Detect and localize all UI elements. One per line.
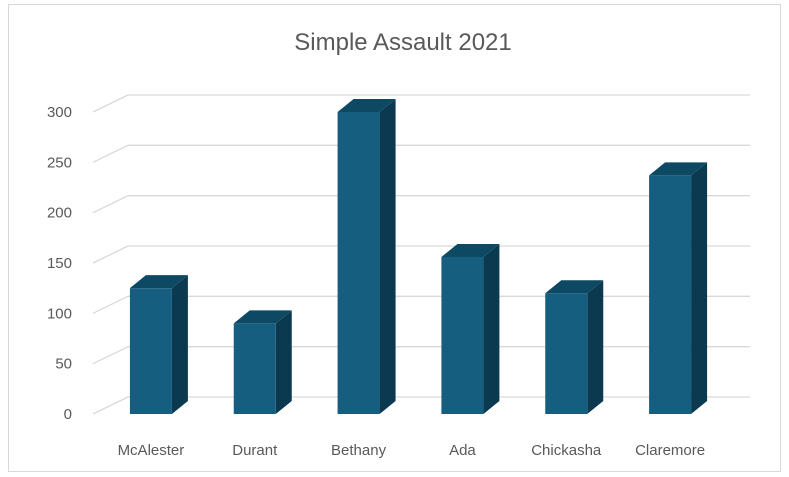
gridline-side-300 xyxy=(92,94,129,113)
bar-front-face xyxy=(337,112,380,414)
y-tick-label-150: 150 xyxy=(47,255,72,272)
gridline-side-250 xyxy=(92,144,129,163)
y-tick-label-100: 100 xyxy=(47,305,72,322)
x-category-label-ada: Ada xyxy=(449,442,476,459)
x-category-label-claremore: Claremore xyxy=(635,442,705,459)
bar-side-face xyxy=(483,243,500,414)
bar-front-face xyxy=(441,256,484,414)
chart-title: Simple Assault 2021 xyxy=(294,29,511,56)
bar-top-face xyxy=(233,310,292,324)
bar-ada xyxy=(441,243,500,414)
x-category-label-durant: Durant xyxy=(232,442,278,459)
bar-front-face xyxy=(649,175,692,414)
bar-front-face xyxy=(129,288,172,414)
bar-mcalester xyxy=(129,275,188,414)
bar-front-face xyxy=(233,323,276,414)
x-category-label-bethany: Bethany xyxy=(331,442,387,459)
bar-side-face xyxy=(275,310,292,414)
y-tick-label-250: 250 xyxy=(47,154,72,171)
bars xyxy=(129,99,708,414)
x-category-label-chickasha: Chickasha xyxy=(531,442,602,459)
bar-bethany xyxy=(337,99,396,414)
bar-chickasha xyxy=(545,280,604,414)
bar-top-face xyxy=(129,275,188,289)
x-category-label-mcalester: McAlester xyxy=(118,442,185,459)
y-tick-label-0: 0 xyxy=(64,406,72,423)
bar-top-face xyxy=(441,243,500,257)
bar-durant xyxy=(233,310,292,414)
bar-top-face xyxy=(337,99,396,112)
gridline-side-200 xyxy=(92,195,129,214)
gridline-side-0 xyxy=(92,396,129,415)
gridline-side-50 xyxy=(92,346,129,365)
bar-side-face xyxy=(587,280,604,414)
gridline-side-100 xyxy=(92,295,129,314)
y-tick-label-200: 200 xyxy=(47,205,72,222)
bar-claremore xyxy=(649,162,708,414)
gridlines xyxy=(92,94,750,415)
bar-top-face xyxy=(545,280,604,294)
gridline-side-150 xyxy=(92,245,129,264)
chart-frame xyxy=(8,4,781,472)
y-tick-label-300: 300 xyxy=(47,104,72,121)
x-axis-category-labels: McAlester Durant Bethany Ada Chickasha Clarem… xyxy=(118,442,706,459)
y-axis-tick-labels: 0 50 100 150 200 250 300 xyxy=(47,104,72,423)
bar-top-face xyxy=(649,162,708,176)
y-tick-label-50: 50 xyxy=(55,356,72,373)
bar-side-face xyxy=(691,162,708,414)
bar-side-face xyxy=(171,275,188,414)
bar-front-face xyxy=(545,293,588,414)
bar-side-face xyxy=(379,99,396,414)
